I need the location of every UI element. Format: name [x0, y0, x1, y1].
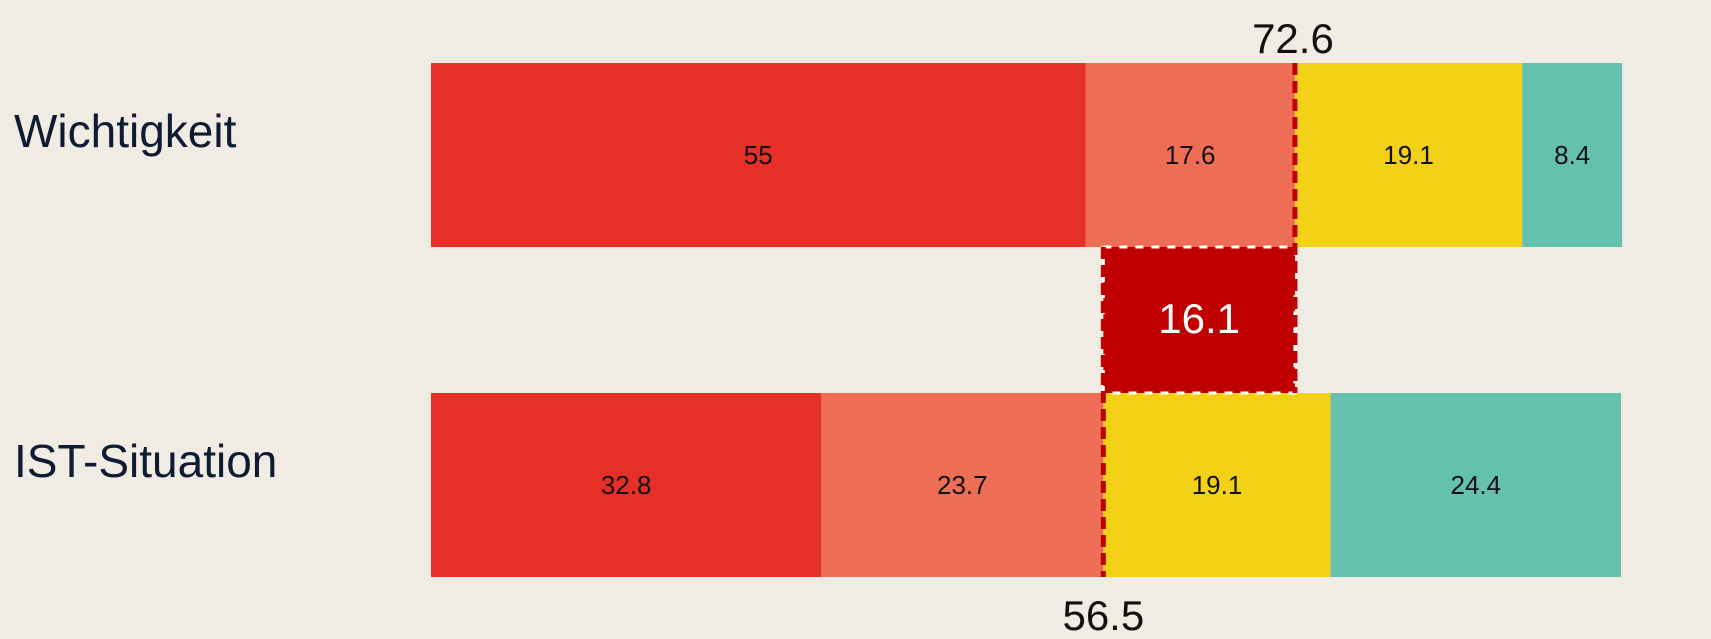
bar-segment: [1085, 63, 1295, 247]
bar-segment: [1330, 393, 1621, 577]
bar-segment: [821, 393, 1104, 577]
segment-value-label: 19.1: [1192, 470, 1243, 500]
bar-segment: [1103, 393, 1331, 577]
category-label: Wichtigkeit: [14, 105, 237, 157]
segment-value-label: 23.7: [937, 470, 988, 500]
bar-segment: [431, 63, 1086, 247]
segment-value-label: 8.4: [1554, 140, 1590, 170]
category-label: IST-Situation: [14, 435, 277, 487]
bar-segment: [1294, 63, 1523, 247]
bar-segment: [431, 393, 822, 577]
segment-value-label: 24.4: [1451, 470, 1502, 500]
bar-segment: [1522, 63, 1623, 247]
segment-value-label: 19.1: [1383, 140, 1434, 170]
segment-value-label: 55: [744, 140, 773, 170]
top-cumulative-label: 72.6: [1252, 15, 1334, 62]
segment-value-label: 17.6: [1165, 140, 1216, 170]
segment-value-label: 32.8: [601, 470, 652, 500]
gap-value-label: 16.1: [1158, 295, 1240, 342]
bottom-cumulative-label: 56.5: [1062, 592, 1144, 639]
gap-box-border: [1101, 245, 1297, 395]
gap-box: [1103, 247, 1295, 393]
